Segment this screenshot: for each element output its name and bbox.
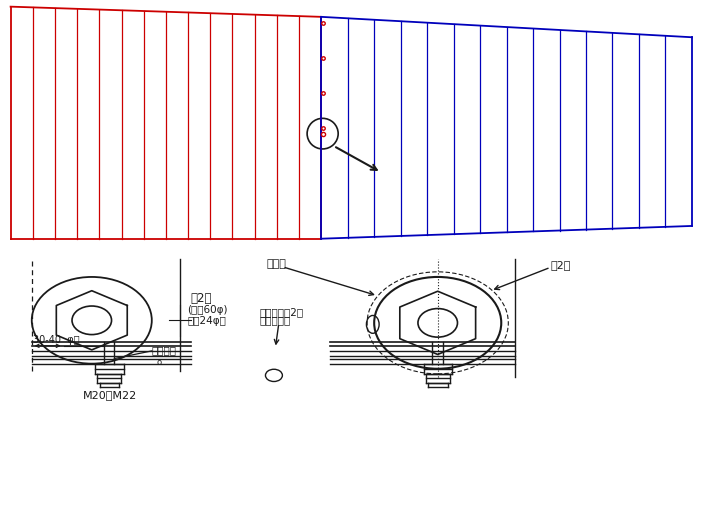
Text: 完全堵住孔: 完全堵住孔 bbox=[260, 315, 291, 325]
Text: 孔径24φ）: 孔径24φ） bbox=[187, 316, 226, 326]
Text: (外径60φ): (外径60φ) bbox=[187, 304, 227, 315]
Text: 为防锈用坠2圈: 为防锈用坠2圈 bbox=[260, 306, 304, 317]
Text: o: o bbox=[156, 357, 162, 366]
Text: 30-40  φ孔: 30-40 φ孔 bbox=[33, 334, 80, 345]
Text: M20～M22: M20～M22 bbox=[83, 389, 138, 399]
Text: 坨2片: 坨2片 bbox=[551, 260, 571, 270]
Text: 孔位置: 孔位置 bbox=[267, 258, 287, 268]
Text: 螺柱焊接: 螺柱焊接 bbox=[152, 345, 176, 355]
Text: 坨2片: 坨2片 bbox=[191, 291, 212, 304]
